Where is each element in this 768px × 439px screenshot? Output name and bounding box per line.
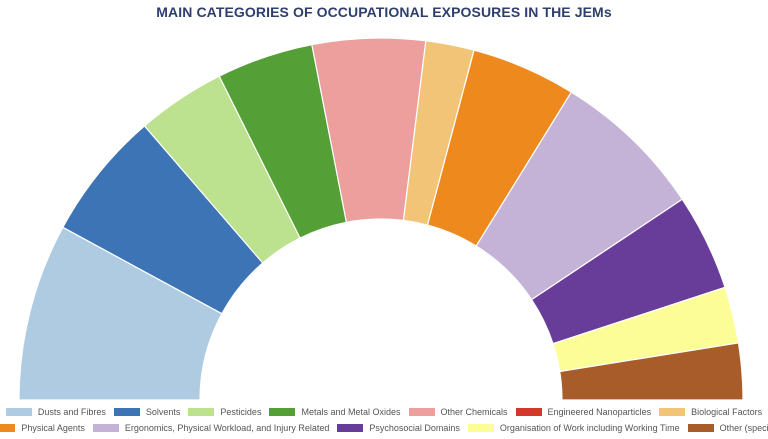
legend-label: Ergonomics, Physical Workload, and Injur…	[124, 423, 330, 433]
legend-label: Organisation of Work including Working T…	[499, 423, 680, 433]
legend-item[interactable]: Biological Factors	[659, 407, 762, 417]
legend-label: Metals and Metal Oxides	[301, 407, 401, 417]
legend-swatch	[269, 408, 296, 416]
legend-item[interactable]: Dusts and Fibres	[5, 407, 106, 417]
legend-item[interactable]: Organisation of Work including Working T…	[467, 423, 680, 433]
legend-swatch	[188, 408, 215, 416]
legend-row: Dusts and Fibres Solvents Pesticides Metals…	[0, 404, 768, 420]
legend-swatch	[467, 424, 494, 432]
legend-item[interactable]: Engineered Nanoparticles	[515, 407, 652, 417]
legend-label: Psychosocial Domains	[369, 423, 460, 433]
legend-swatch	[0, 424, 16, 432]
legend-label: Biological Factors	[691, 407, 763, 417]
legend-item[interactable]: Other Chemicals	[408, 407, 508, 417]
legend: Dusts and Fibres Solvents Pesticides Metals…	[0, 404, 768, 436]
legend-item[interactable]: Physical Agents	[0, 423, 85, 433]
legend-row: Physical Agents Ergonomics, Physical Work…	[0, 420, 768, 436]
legend-label: Solvents	[145, 407, 181, 417]
legend-item[interactable]: Pesticides	[188, 407, 261, 417]
legend-label: Dusts and Fibres	[37, 407, 106, 417]
legend-item[interactable]: Other (specify)	[687, 423, 768, 433]
legend-label: Pesticides	[220, 407, 262, 417]
legend-swatch	[92, 424, 119, 432]
legend-label: Other Chemicals	[440, 407, 508, 417]
legend-item[interactable]: Solvents	[113, 407, 181, 417]
legend-swatch	[659, 408, 686, 416]
legend-item[interactable]: Psychosocial Domains	[337, 423, 460, 433]
legend-swatch	[5, 408, 32, 416]
chart-title: MAIN CATEGORIES OF OCCUPATIONAL EXPOSURE…	[156, 4, 612, 20]
legend-swatch	[515, 408, 542, 416]
legend-item[interactable]: Metals and Metal Oxides	[269, 407, 401, 417]
legend-label: Other (specify)	[719, 423, 768, 433]
legend-item[interactable]: Ergonomics, Physical Workload, and Injur…	[92, 423, 330, 433]
slice-other-specify[interactable]	[559, 342, 744, 401]
legend-swatch	[337, 424, 364, 432]
legend-swatch	[408, 408, 435, 416]
legend-swatch	[687, 424, 714, 432]
legend-label: Engineered Nanoparticles	[547, 407, 652, 417]
legend-label: Physical Agents	[21, 423, 85, 433]
legend-swatch	[113, 408, 140, 416]
